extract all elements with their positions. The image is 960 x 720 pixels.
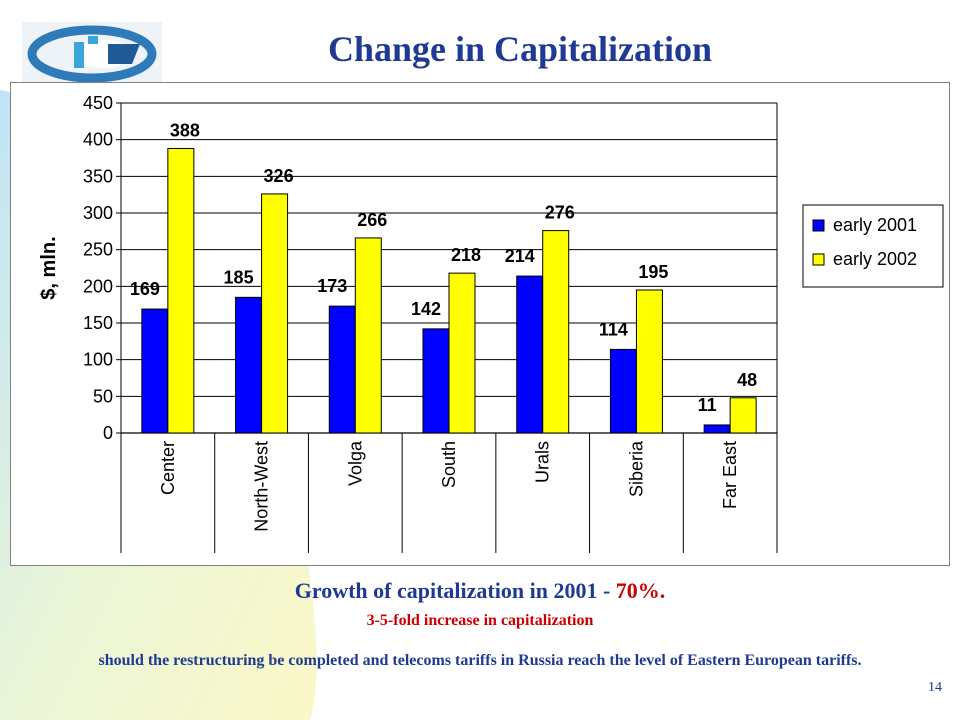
company-logo-icon: [22, 22, 162, 84]
bar-early-2001: [235, 296, 263, 434]
legend-swatch: [812, 253, 825, 266]
bar-early-2002: [635, 289, 663, 434]
bar-early-2002: [542, 230, 570, 434]
category-label: North-West: [252, 441, 272, 532]
category-label: Siberia: [626, 440, 646, 497]
legend-swatch: [812, 219, 825, 232]
y-tick-label: 250: [83, 240, 113, 260]
bar-early-2001: [422, 328, 450, 434]
data-label: 388: [170, 120, 200, 140]
data-label: 169: [130, 279, 160, 299]
page-number: 14: [928, 680, 942, 695]
y-tick-label: 0: [103, 423, 113, 443]
y-tick-label: 100: [83, 350, 113, 370]
y-tick-label: 400: [83, 130, 113, 150]
condition-caption: should the restructuring be completed an…: [98, 652, 862, 669]
bar-early-2002: [729, 397, 757, 434]
bar-early-2002: [448, 272, 476, 434]
bar-early-2001: [516, 275, 544, 434]
data-label: 214: [505, 246, 535, 266]
legend: [802, 204, 944, 288]
y-tick-label: 300: [83, 203, 113, 223]
data-label: 142: [411, 299, 441, 319]
category-label: Urals: [533, 441, 553, 483]
growth-percent: 70%.: [615, 578, 666, 603]
bar-early-2002: [354, 237, 382, 434]
data-label: 11: [698, 395, 717, 415]
growth-caption-text: Growth of capitalization in 2001 -: [294, 578, 616, 603]
bar-early-2002: [167, 147, 195, 434]
page-title: Change in Capitalization: [327, 29, 713, 69]
bar-early-2001: [141, 308, 169, 434]
legend-label: early 2002: [833, 249, 917, 269]
bar-chart: 0 50 100 150 200 250 300 350 400 450 169 388 Center 1…: [38, 93, 944, 553]
data-label: 276: [545, 203, 575, 223]
increase-caption: 3-5-fold increase in capitalization: [366, 612, 594, 629]
bar-early-2002: [261, 193, 289, 434]
growth-caption: Growth of capitalization in 2001 - 70%.: [100, 578, 860, 604]
y-axis-label: $, mln.: [38, 236, 60, 299]
chart-container: 0 50 100 150 200 250 300 350 400 450 169 388 Center 1…: [10, 82, 950, 566]
category-label: Far East: [720, 441, 740, 509]
data-label: 173: [317, 276, 347, 296]
y-tick-label: 150: [83, 313, 113, 333]
bar-early-2001: [703, 424, 731, 434]
legend-label: early 2001: [833, 215, 917, 235]
data-label: 326: [264, 166, 294, 186]
bar-early-2001: [328, 305, 356, 434]
category-label: Center: [158, 441, 178, 495]
data-label: 114: [599, 319, 628, 339]
data-label: 266: [357, 210, 387, 230]
data-label: 185: [224, 267, 254, 287]
data-label: 218: [451, 245, 481, 265]
y-tick-label: 200: [83, 276, 113, 296]
category-label: South: [439, 441, 459, 488]
y-tick-label: 50: [93, 386, 113, 406]
data-label: 195: [638, 262, 668, 282]
data-label: 48: [737, 370, 757, 390]
bar-early-2001: [609, 348, 637, 434]
y-tick-label: 450: [83, 93, 113, 113]
y-tick-label: 350: [83, 166, 113, 186]
category-label: Volga: [345, 440, 365, 486]
